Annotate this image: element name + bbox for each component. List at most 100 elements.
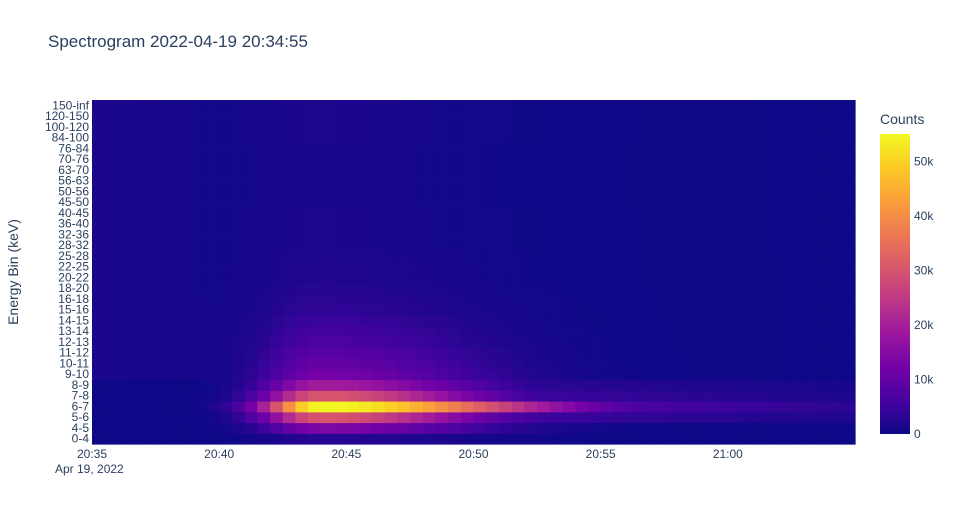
heatmap-cell[interactable] [193,282,208,295]
heatmap-cell[interactable] [740,229,754,241]
heatmap-cell[interactable] [842,347,856,359]
heatmap-cell[interactable] [231,143,246,155]
heatmap-cell[interactable] [409,121,424,133]
heatmap-cell[interactable] [587,379,602,391]
heatmap-cell[interactable] [104,121,119,133]
heatmap-cell[interactable] [702,218,716,230]
heatmap-cell[interactable] [231,272,246,284]
heatmap-cell[interactable] [181,218,195,230]
heatmap-cell[interactable] [448,282,462,295]
heatmap-cell[interactable] [231,304,246,316]
heatmap-cell[interactable] [295,100,309,112]
heatmap-cell[interactable] [193,293,208,305]
heatmap-cell[interactable] [486,347,500,359]
heatmap-cell[interactable] [498,390,513,402]
heatmap-cell[interactable] [689,293,703,305]
heatmap-cell[interactable] [562,207,576,219]
heatmap-cell[interactable] [282,411,297,424]
heatmap-cell[interactable] [524,218,538,230]
heatmap-cell[interactable] [702,110,716,123]
heatmap-cell[interactable] [587,261,602,273]
heatmap-cell[interactable] [727,336,742,348]
heatmap-cell[interactable] [537,153,551,166]
heatmap-cell[interactable] [498,368,513,381]
heatmap-cell[interactable] [244,239,258,252]
heatmap-cell[interactable] [791,218,805,230]
heatmap-cell[interactable] [117,282,131,295]
heatmap-cell[interactable] [829,379,843,391]
heatmap-cell[interactable] [804,261,818,273]
heatmap-cell[interactable] [206,272,220,284]
heatmap-cell[interactable] [600,422,614,434]
heatmap-cell[interactable] [727,121,742,133]
heatmap-cell[interactable] [460,325,475,338]
heatmap-cell[interactable] [715,121,729,133]
heatmap-cell[interactable] [804,143,818,155]
heatmap-cell[interactable] [537,175,551,187]
heatmap-cell[interactable] [346,336,360,348]
heatmap-cell[interactable] [244,390,258,402]
heatmap-cell[interactable] [562,401,576,413]
heatmap-cell[interactable] [257,358,271,370]
heatmap-cell[interactable] [104,336,119,348]
heatmap-cell[interactable] [117,153,131,166]
heatmap-cell[interactable] [435,100,449,112]
heatmap-cell[interactable] [486,358,500,370]
heatmap-cell[interactable] [270,325,284,338]
heatmap-cell[interactable] [295,218,309,230]
heatmap-cell[interactable] [460,411,475,424]
heatmap-cell[interactable] [117,175,131,187]
heatmap-cell[interactable] [842,379,856,391]
heatmap-cell[interactable] [524,261,538,273]
heatmap-cell[interactable] [651,164,665,176]
heatmap-cell[interactable] [409,358,424,370]
heatmap-cell[interactable] [270,315,284,327]
heatmap-cell[interactable] [384,239,398,252]
heatmap-cell[interactable] [791,153,805,166]
heatmap-cell[interactable] [206,433,220,445]
heatmap-cell[interactable] [829,336,843,348]
heatmap-cell[interactable] [295,164,309,176]
heatmap-cell[interactable] [676,433,691,445]
heatmap-cell[interactable] [715,325,729,338]
heatmap-cell[interactable] [626,207,640,219]
heatmap-cell[interactable] [397,347,411,359]
heatmap-cell[interactable] [587,358,602,370]
heatmap-cell[interactable] [231,293,246,305]
heatmap-cell[interactable] [473,207,487,219]
heatmap-cell[interactable] [511,272,525,284]
heatmap-cell[interactable] [130,368,144,381]
heatmap-cell[interactable] [842,433,856,445]
heatmap-cell[interactable] [409,390,424,402]
heatmap-cell[interactable] [689,110,703,123]
heatmap-cell[interactable] [130,186,144,198]
heatmap-cell[interactable] [435,304,449,316]
heatmap-cell[interactable] [791,347,805,359]
heatmap-cell[interactable] [435,153,449,166]
heatmap-cell[interactable] [320,315,335,327]
heatmap-cell[interactable] [244,293,258,305]
heatmap-cell[interactable] [92,433,106,445]
heatmap-cell[interactable] [359,261,373,273]
heatmap-cell[interactable] [626,143,640,155]
heatmap-cell[interactable] [104,110,119,123]
heatmap-cell[interactable] [231,229,246,241]
heatmap-cell[interactable] [511,175,525,187]
heatmap-cell[interactable] [549,293,564,305]
heatmap-cell[interactable] [702,336,716,348]
heatmap-cell[interactable] [816,304,831,316]
heatmap-cell[interactable] [473,433,487,445]
heatmap-cell[interactable] [753,358,767,370]
heatmap-cell[interactable] [829,368,843,381]
heatmap-cell[interactable] [727,390,742,402]
heatmap-cell[interactable] [244,422,258,434]
heatmap-cell[interactable] [638,164,653,176]
heatmap-cell[interactable] [829,250,843,262]
heatmap-cell[interactable] [816,132,831,144]
heatmap-cell[interactable] [842,261,856,273]
heatmap-cell[interactable] [168,336,182,348]
heatmap-cell[interactable] [753,315,767,327]
heatmap-cell[interactable] [142,132,157,144]
heatmap-cell[interactable] [92,196,106,209]
heatmap-cell[interactable] [524,121,538,133]
